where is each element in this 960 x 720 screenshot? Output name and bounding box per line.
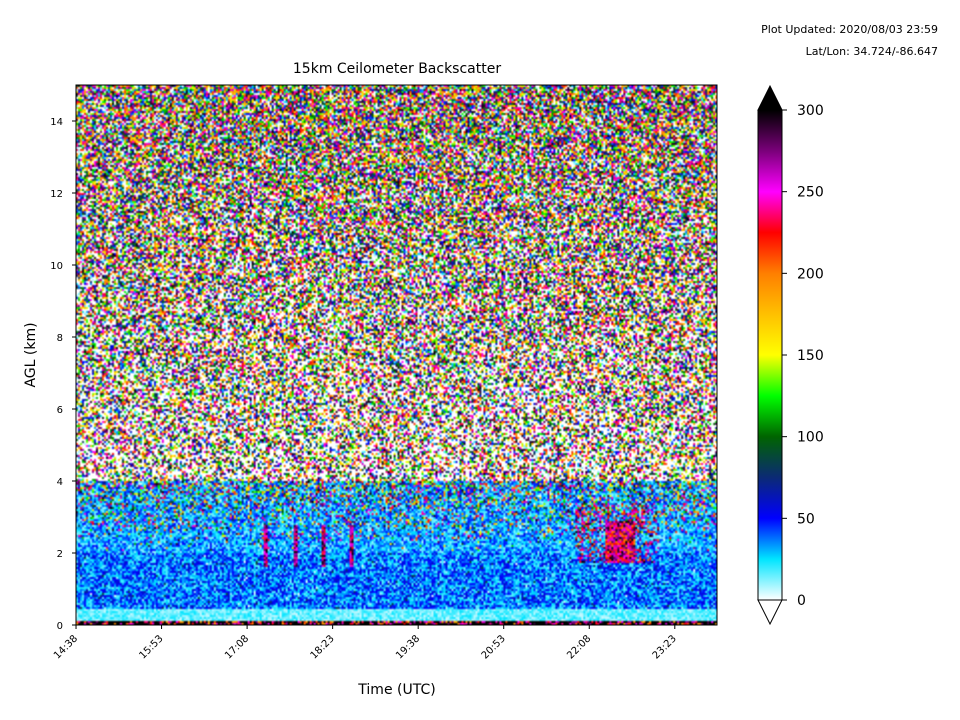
colorbar-tick-label: 300: [797, 103, 824, 119]
x-tick-label: 23:23: [651, 633, 679, 661]
colorbar-tick-label: 150: [797, 348, 824, 364]
y-tick-label: 10: [50, 261, 63, 272]
plot-area: [75, 84, 718, 626]
chart-title: 15km Ceilometer Backscatter: [293, 61, 501, 77]
y-axis: 0 2 4 6 8 10 12 14: [50, 117, 76, 632]
x-tick-label: 14:38: [52, 633, 80, 661]
x-axis: 14:38 15:53 17:08 18:23 19:38 20:53 22:08 23:23: [52, 625, 679, 662]
colorbar-tick-label: 0: [797, 593, 806, 609]
y-tick-label: 8: [57, 333, 63, 344]
y-tick-label: 6: [57, 405, 63, 416]
x-axis-label: Time (UTC): [357, 682, 435, 698]
x-tick-label: 17:08: [223, 633, 251, 661]
y-axis-label: AGL (km): [23, 322, 39, 387]
colorbar-extend-max-arrow: [757, 84, 783, 111]
backscatter-heatmap: [76, 85, 717, 625]
x-tick-label: 15:53: [138, 633, 166, 661]
y-tick-label: 0: [57, 621, 63, 632]
colorbar-ticks: 0 50 100 150 200 250 300: [782, 103, 824, 609]
plot-frame: [75, 84, 718, 626]
colorbar-tick-label: 250: [797, 185, 824, 201]
meta-updated: Plot Updated: 2020/08/03 23:59: [761, 23, 938, 36]
colorbar-tick-label: 100: [797, 430, 824, 446]
colorbar: 0 50 100 150 200 250 300: [757, 84, 824, 626]
meta-latlon: Lat/Lon: 34.724/-86.647: [805, 45, 938, 58]
colorbar-tick-label: 50: [797, 511, 815, 527]
y-tick-label: 2: [57, 549, 63, 560]
x-tick-label: 19:38: [394, 633, 422, 661]
x-tick-label: 20:53: [480, 633, 508, 661]
y-tick-label: 4: [57, 477, 63, 488]
colorbar-extend-min-arrow: [757, 599, 783, 626]
colorbar-tick-label: 200: [797, 266, 824, 282]
x-tick-label: 18:23: [309, 633, 337, 661]
y-tick-label: 12: [50, 189, 63, 200]
y-tick-label: 14: [50, 117, 63, 128]
colorbar-gradient: [757, 109, 783, 601]
x-tick-label: 22:08: [565, 633, 593, 661]
